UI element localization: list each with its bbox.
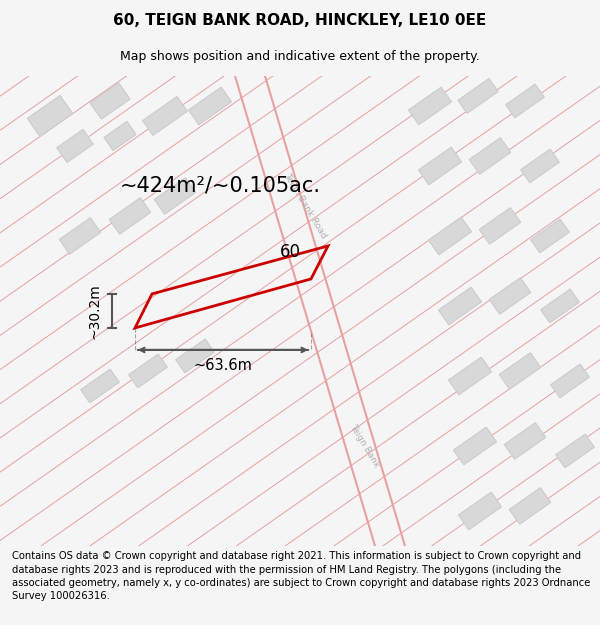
Polygon shape	[57, 129, 93, 162]
Text: Contains OS data © Crown copyright and database right 2021. This information is : Contains OS data © Crown copyright and d…	[12, 551, 590, 601]
Polygon shape	[521, 149, 559, 183]
Polygon shape	[428, 217, 472, 255]
Polygon shape	[479, 208, 521, 244]
Polygon shape	[504, 422, 546, 459]
Polygon shape	[143, 96, 187, 136]
Polygon shape	[469, 138, 511, 174]
Text: Map shows position and indicative extent of the property.: Map shows position and indicative extent…	[120, 49, 480, 62]
Polygon shape	[188, 87, 232, 125]
Polygon shape	[454, 427, 497, 465]
Polygon shape	[551, 364, 589, 398]
Polygon shape	[458, 79, 498, 113]
Polygon shape	[28, 96, 73, 136]
Polygon shape	[556, 434, 595, 468]
Polygon shape	[418, 147, 461, 185]
Polygon shape	[509, 488, 551, 524]
Polygon shape	[176, 339, 214, 373]
Text: Teign Bank: Teign Bank	[349, 422, 382, 469]
Polygon shape	[90, 82, 130, 119]
Polygon shape	[506, 84, 544, 118]
Polygon shape	[499, 352, 541, 389]
Polygon shape	[409, 87, 452, 125]
Polygon shape	[530, 219, 569, 253]
Polygon shape	[128, 354, 167, 388]
Polygon shape	[541, 289, 580, 323]
Text: 60, TEIGN BANK ROAD, HINCKLEY, LE10 0EE: 60, TEIGN BANK ROAD, HINCKLEY, LE10 0EE	[113, 12, 487, 28]
Polygon shape	[154, 177, 196, 214]
Text: ~63.6m: ~63.6m	[194, 358, 253, 373]
Text: ~424m²/~0.105ac.: ~424m²/~0.105ac.	[119, 176, 320, 196]
Polygon shape	[439, 287, 482, 325]
Polygon shape	[104, 121, 136, 151]
Polygon shape	[489, 278, 531, 314]
Text: ~30.2m: ~30.2m	[87, 283, 101, 339]
Text: Teign Bank Road: Teign Bank Road	[282, 172, 328, 240]
Polygon shape	[80, 369, 119, 403]
Polygon shape	[109, 198, 151, 234]
Polygon shape	[59, 217, 101, 254]
Polygon shape	[448, 357, 491, 395]
Polygon shape	[458, 492, 502, 530]
Text: 60: 60	[280, 243, 301, 261]
